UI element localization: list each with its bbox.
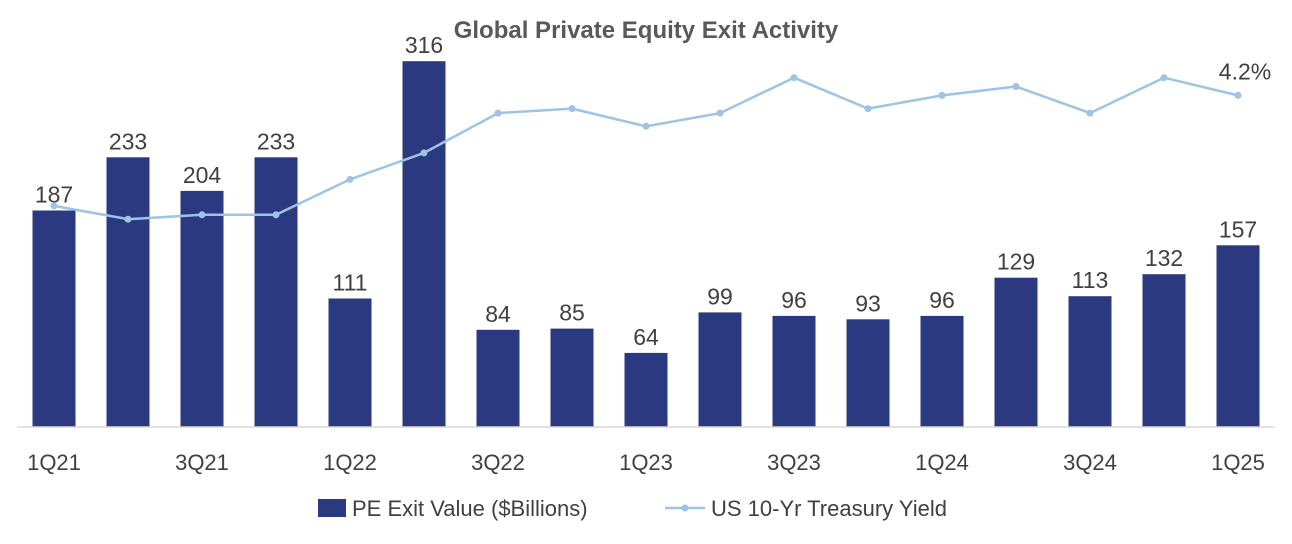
bar-label-1Q22: 111 xyxy=(333,270,368,296)
x-tick-3Q21: 3Q21 xyxy=(175,450,229,475)
yield-point-1Q21 xyxy=(50,202,58,210)
bar-label-2Q21: 233 xyxy=(109,128,147,154)
bar-label-4Q24: 132 xyxy=(1145,245,1183,271)
bar-1Q25 xyxy=(1216,245,1260,427)
bar-1Q24 xyxy=(920,315,964,427)
yield-point-2Q23 xyxy=(716,109,724,117)
bar-2Q24 xyxy=(994,277,1038,427)
yield-point-3Q24 xyxy=(1086,109,1094,117)
bar-1Q23 xyxy=(624,352,668,427)
line-layer: 4.2% xyxy=(50,58,1271,223)
bar-2Q21 xyxy=(106,157,150,428)
yield-point-1Q24 xyxy=(938,91,946,99)
yield-point-1Q25 xyxy=(1234,91,1242,99)
bar-2Q22 xyxy=(402,61,446,427)
bar-2Q23 xyxy=(698,312,742,427)
yield-point-3Q23 xyxy=(790,74,798,82)
legend-bar-swatch xyxy=(318,499,346,517)
bar-label-2Q22: 316 xyxy=(405,32,443,58)
bar-label-1Q24: 96 xyxy=(929,287,955,313)
yield-point-2Q22 xyxy=(420,149,428,157)
bar-label-3Q22: 84 xyxy=(485,301,511,327)
bar-label-4Q23: 93 xyxy=(855,290,881,316)
bar-3Q21 xyxy=(180,190,224,427)
yield-point-3Q21 xyxy=(198,211,206,219)
yield-last-label: 4.2% xyxy=(1219,58,1271,84)
x-tick-1Q22: 1Q22 xyxy=(323,450,377,475)
bar-label-1Q21: 187 xyxy=(35,182,73,208)
bar-4Q21 xyxy=(254,157,298,428)
legend: PE Exit Value ($Billions) US 10-Yr Treas… xyxy=(318,496,947,521)
yield-point-4Q21 xyxy=(272,211,280,219)
chart-title: Global Private Equity Exit Activity xyxy=(454,17,839,44)
labels-layer: 187 233 204 233 111 316 84 85 64 99 96 93 96 129 113 13… xyxy=(35,32,1257,350)
x-tick-1Q21: 1Q21 xyxy=(27,450,81,475)
yield-point-4Q23 xyxy=(864,105,872,113)
bar-1Q22 xyxy=(328,298,372,427)
yield-point-3Q22 xyxy=(494,109,502,117)
bar-label-4Q21: 233 xyxy=(257,128,295,154)
legend-bar-label: PE Exit Value ($Billions) xyxy=(352,496,588,521)
x-tick-1Q23: 1Q23 xyxy=(619,450,673,475)
bar-3Q22 xyxy=(476,329,520,427)
bar-1Q21 xyxy=(32,210,76,427)
bar-label-3Q21: 204 xyxy=(183,162,222,188)
bar-label-3Q23: 96 xyxy=(781,287,807,313)
bar-label-4Q22: 85 xyxy=(559,300,585,326)
yield-point-2Q24 xyxy=(1012,83,1020,90)
x-tick-labels: 1Q21 3Q21 1Q22 3Q22 1Q23 3Q23 1Q24 3Q24 1Q25 xyxy=(27,450,1265,475)
yield-point-2Q21 xyxy=(124,215,132,223)
yield-point-1Q22 xyxy=(346,175,354,183)
x-tick-3Q24: 3Q24 xyxy=(1063,450,1117,475)
bar-label-1Q25: 157 xyxy=(1219,216,1257,242)
bar-label-3Q24: 113 xyxy=(1072,267,1109,293)
x-tick-3Q22: 3Q22 xyxy=(471,450,525,475)
yield-point-1Q23 xyxy=(642,122,650,130)
x-tick-3Q23: 3Q23 xyxy=(767,450,821,475)
bar-4Q24 xyxy=(1142,274,1186,427)
yield-line xyxy=(53,76,1239,221)
x-tick-1Q24: 1Q24 xyxy=(915,450,969,475)
yield-point-4Q22 xyxy=(568,105,576,113)
bar-4Q22 xyxy=(550,328,594,427)
yield-point-4Q24 xyxy=(1160,74,1168,82)
legend-line-label: US 10-Yr Treasury Yield xyxy=(711,496,947,521)
legend-line-marker xyxy=(681,504,689,512)
bars-layer xyxy=(32,61,1260,428)
bar-label-1Q23: 64 xyxy=(633,324,659,350)
bar-4Q23 xyxy=(846,319,890,427)
x-tick-1Q25: 1Q25 xyxy=(1211,450,1265,475)
bar-label-2Q24: 129 xyxy=(997,249,1035,275)
bar-label-2Q23: 99 xyxy=(707,283,733,309)
bar-3Q24 xyxy=(1068,296,1112,427)
bar-3Q23 xyxy=(772,315,816,427)
